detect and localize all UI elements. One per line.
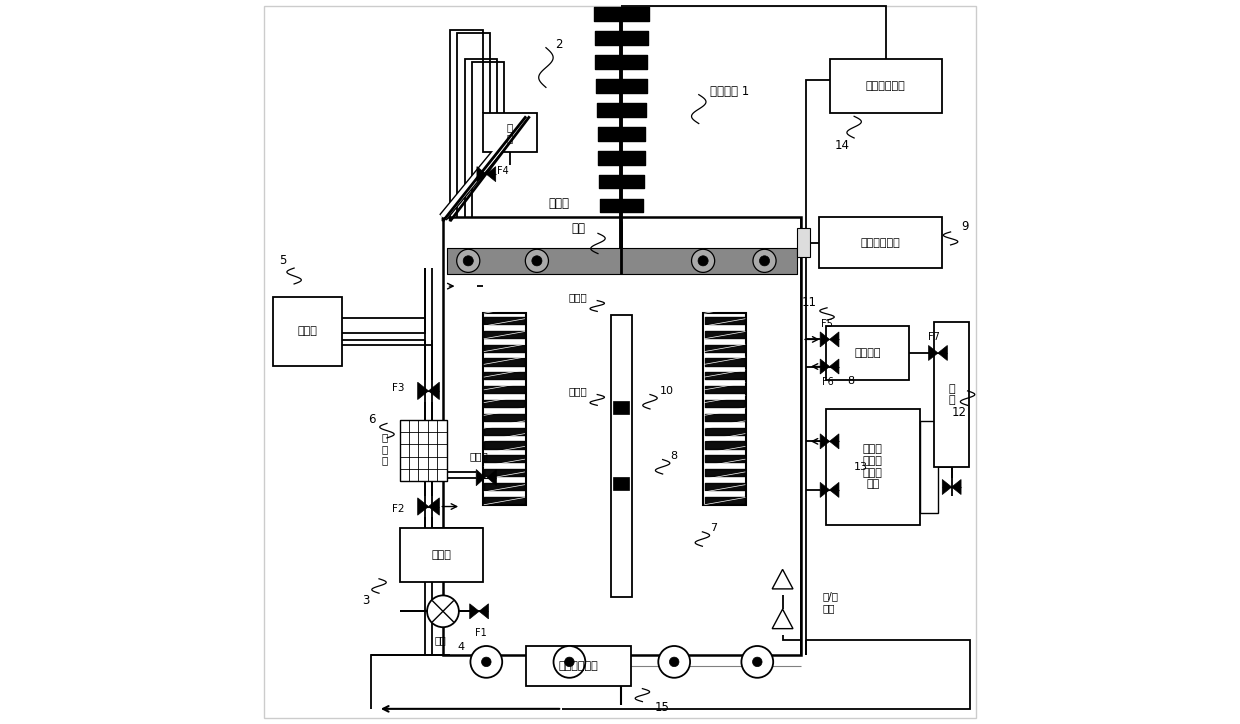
- Polygon shape: [830, 359, 839, 374]
- Text: 11: 11: [801, 296, 817, 309]
- Polygon shape: [820, 434, 830, 449]
- Circle shape: [753, 249, 776, 272]
- Circle shape: [532, 256, 542, 266]
- Text: 3: 3: [362, 594, 370, 607]
- Polygon shape: [830, 332, 839, 347]
- Circle shape: [553, 646, 585, 678]
- Circle shape: [670, 657, 680, 667]
- Text: 2: 2: [554, 38, 562, 51]
- Polygon shape: [773, 609, 794, 628]
- Circle shape: [692, 249, 714, 272]
- Text: 呼
吸
器: 呼 吸 器: [381, 432, 387, 466]
- Polygon shape: [820, 482, 830, 497]
- Polygon shape: [429, 382, 439, 400]
- Text: 5: 5: [279, 254, 286, 267]
- Polygon shape: [486, 167, 496, 182]
- Text: 气
瓶: 气 瓶: [949, 384, 955, 405]
- Bar: [482, 113, 537, 153]
- Text: 取样口: 取样口: [470, 451, 489, 461]
- Bar: [614, 476, 630, 489]
- Circle shape: [742, 646, 774, 678]
- Text: 套管: 套管: [572, 222, 585, 235]
- Text: 接地极: 接地极: [569, 386, 588, 396]
- Text: 电极调节单元: 电极调节单元: [558, 661, 599, 671]
- Bar: [443, 217, 801, 654]
- Text: 15: 15: [655, 701, 670, 714]
- Polygon shape: [820, 359, 830, 374]
- Text: 试验油箱 1: 试验油箱 1: [711, 85, 749, 98]
- Bar: [399, 529, 482, 582]
- Polygon shape: [476, 470, 485, 486]
- Text: F5: F5: [821, 319, 833, 329]
- Circle shape: [526, 249, 548, 272]
- Text: 高电压发生器: 高电压发生器: [866, 80, 905, 90]
- Text: 滤油器: 滤油器: [432, 550, 451, 560]
- Text: 放电极: 放电极: [569, 292, 588, 302]
- Circle shape: [464, 256, 474, 266]
- Circle shape: [470, 646, 502, 678]
- Bar: [526, 646, 631, 686]
- Polygon shape: [470, 604, 479, 619]
- Polygon shape: [937, 345, 947, 361]
- Text: 9: 9: [961, 219, 968, 232]
- Text: 10: 10: [660, 386, 673, 396]
- Circle shape: [759, 256, 770, 266]
- Bar: [826, 409, 920, 525]
- Bar: [934, 322, 968, 467]
- Text: 14: 14: [835, 139, 851, 152]
- Text: 7: 7: [711, 523, 718, 533]
- Bar: [703, 313, 746, 505]
- Text: 油泵: 油泵: [435, 635, 446, 645]
- Text: 13: 13: [854, 462, 868, 472]
- Circle shape: [481, 657, 491, 667]
- Circle shape: [456, 249, 480, 272]
- Text: 12: 12: [952, 406, 967, 419]
- Bar: [614, 400, 630, 413]
- Text: F2: F2: [392, 505, 404, 515]
- Bar: [797, 228, 810, 257]
- Text: 8: 8: [848, 376, 854, 386]
- Polygon shape: [830, 482, 839, 497]
- Bar: [830, 59, 941, 113]
- Bar: [920, 421, 937, 513]
- Text: 油溶解
气体组
分检测
装置: 油溶解 气体组 分检测 装置: [863, 445, 883, 489]
- Polygon shape: [429, 498, 439, 515]
- Circle shape: [753, 657, 763, 667]
- Bar: [611, 315, 631, 597]
- Text: 6: 6: [368, 413, 376, 426]
- Bar: [399, 420, 446, 481]
- Circle shape: [658, 646, 691, 678]
- Bar: [273, 297, 342, 366]
- Text: F3: F3: [392, 383, 404, 393]
- Circle shape: [427, 595, 459, 627]
- Circle shape: [564, 657, 574, 667]
- Text: 油
枕: 油 枕: [507, 122, 513, 143]
- Bar: [826, 326, 909, 380]
- Text: 真空机: 真空机: [298, 327, 317, 336]
- Polygon shape: [418, 382, 429, 400]
- Text: 排/注
油阀: 排/注 油阀: [822, 592, 838, 613]
- Text: 溶气装置: 溶气装置: [854, 348, 880, 358]
- Polygon shape: [929, 345, 937, 361]
- Polygon shape: [951, 479, 961, 494]
- Polygon shape: [820, 332, 830, 347]
- Text: 4: 4: [458, 642, 465, 652]
- Circle shape: [698, 256, 708, 266]
- Polygon shape: [477, 167, 486, 182]
- Text: 8: 8: [671, 451, 678, 461]
- Polygon shape: [942, 479, 951, 494]
- Text: F1: F1: [475, 628, 486, 638]
- Polygon shape: [830, 434, 839, 449]
- Polygon shape: [418, 498, 429, 515]
- Text: F4: F4: [497, 167, 508, 176]
- Text: F6: F6: [822, 377, 833, 387]
- Bar: [818, 217, 941, 268]
- Polygon shape: [773, 569, 794, 589]
- Text: F7: F7: [929, 332, 940, 342]
- Bar: [482, 313, 526, 505]
- Polygon shape: [487, 470, 496, 486]
- Polygon shape: [479, 604, 489, 619]
- Text: 温度控制单元: 温度控制单元: [861, 237, 900, 248]
- Text: 试验油: 试验油: [548, 196, 569, 209]
